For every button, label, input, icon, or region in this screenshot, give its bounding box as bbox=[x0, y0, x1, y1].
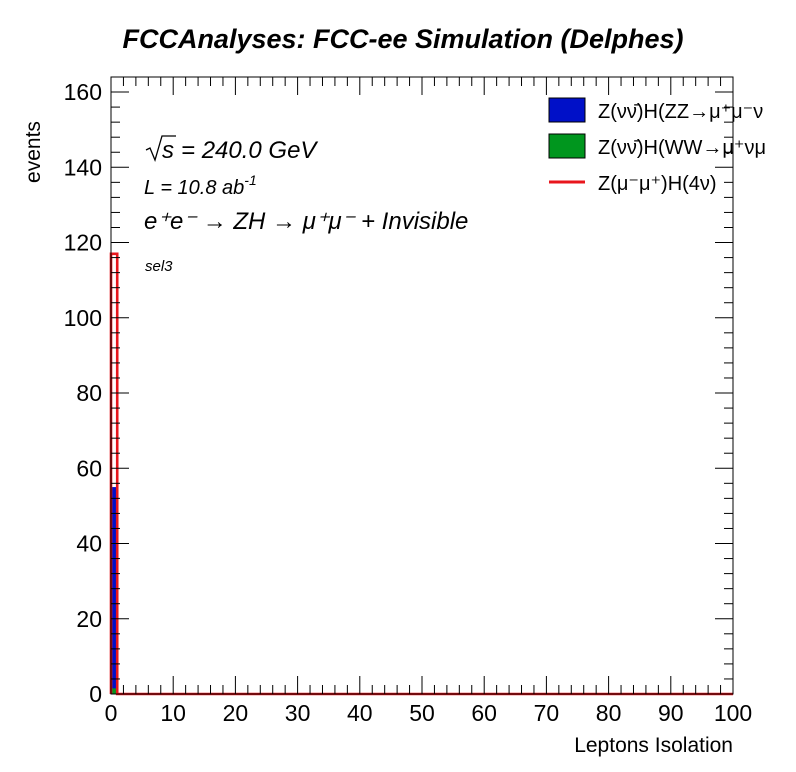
x-tick-label: 90 bbox=[658, 700, 684, 726]
hist-line-series-2 bbox=[109, 252, 733, 696]
legend-label-zz: Z(νν̄)H(ZZ→μ⁺μ⁻ν bbox=[598, 101, 763, 123]
y-tick-label: 0 bbox=[89, 681, 102, 707]
x-axis-ticks: 0 10 20 30 40 50 60 70 80 90 100 bbox=[105, 77, 752, 726]
y-tick-label: 60 bbox=[76, 455, 102, 481]
histogram-marks bbox=[109, 252, 733, 696]
x-tick-label: 40 bbox=[347, 700, 373, 726]
x-tick-label: 60 bbox=[471, 700, 497, 726]
legend-label-4nu: Z(μ⁻μ⁺)H(4ν) bbox=[598, 173, 717, 195]
x-tick-label: 20 bbox=[223, 700, 249, 726]
x-tick-label: 30 bbox=[285, 700, 311, 726]
luminosity-text: L = 10.8 ab bbox=[144, 177, 244, 199]
sqrt-symbol bbox=[145, 135, 176, 162]
chart-title: FCCAnalyses: FCC-ee Simulation (Delphes) bbox=[122, 24, 683, 54]
y-tick-label: 140 bbox=[64, 154, 102, 180]
y-axis-ticks: 0 20 40 60 80 100 120 140 160 bbox=[64, 76, 733, 707]
y-tick-label: 80 bbox=[76, 380, 102, 406]
luminosity-annotation: L = 10.8 ab-1 bbox=[144, 172, 257, 199]
sqrt-s-number: 240.0 GeV bbox=[201, 137, 319, 164]
sqrt-s-value: = 240.0 GeV bbox=[181, 137, 318, 164]
sqrt-s-annotation: s = 240.0 GeV bbox=[145, 135, 318, 164]
x-tick-label: 100 bbox=[714, 700, 752, 726]
legend: Z(νν̄)H(ZZ→μ⁺μ⁻ν Z(νν̄)H(WW→μ⁺νμ Z(μ⁻μ⁺)… bbox=[548, 97, 766, 195]
y-tick-label: 120 bbox=[64, 230, 102, 256]
x-tick-label: 70 bbox=[534, 700, 560, 726]
y-tick-label: 100 bbox=[64, 305, 102, 331]
x-tick-label: 0 bbox=[105, 700, 118, 726]
legend-swatch-zz bbox=[548, 97, 586, 123]
x-tick-label: 10 bbox=[160, 700, 186, 726]
y-tick-label: 40 bbox=[76, 531, 102, 557]
hist-bar-series-0-bin-0 bbox=[111, 487, 118, 694]
x-tick-label: 80 bbox=[596, 700, 622, 726]
x-axis-title: Leptons Isolation bbox=[574, 734, 733, 757]
legend-swatch-ww bbox=[548, 133, 586, 159]
luminosity-exponent: -1 bbox=[244, 172, 256, 188]
y-tick-label: 160 bbox=[64, 79, 102, 105]
y-tick-label: 20 bbox=[76, 606, 102, 632]
x-tick-label: 50 bbox=[409, 700, 435, 726]
hist-bar-series-1-bin-0 bbox=[111, 688, 118, 694]
legend-label-ww: Z(νν̄)H(WW→μ⁺νμ bbox=[598, 137, 766, 159]
selection-annotation: sel3 bbox=[145, 258, 173, 275]
process-annotation: e⁺e⁻ → ZH → μ⁺μ⁻ + Invisible bbox=[144, 208, 468, 235]
y-axis-title: events bbox=[22, 121, 45, 183]
plot-frame bbox=[110, 76, 734, 695]
sqrt-s-var: s bbox=[162, 137, 174, 164]
